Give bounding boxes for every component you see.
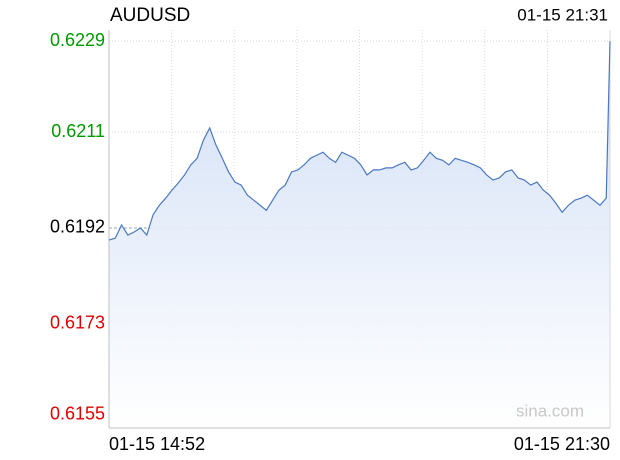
y-tick-label: 0.6155 [50,404,105,424]
x-tick-label: 01-15 21:30 [514,434,610,454]
y-tick-label: 0.6173 [50,313,105,333]
y-tick-label: 0.6229 [50,30,105,50]
price-line [108,41,611,241]
y-tick-label: 0.6211 [51,121,105,141]
timestamp: 01-15 21:31 [517,5,608,24]
x-tick-label: 01-15 14:52 [109,434,205,454]
chart-title: AUDUSD [110,5,190,26]
area [109,41,610,429]
y-tick-label: 0.6192 [50,217,105,237]
watermark: sina.com [516,401,584,420]
